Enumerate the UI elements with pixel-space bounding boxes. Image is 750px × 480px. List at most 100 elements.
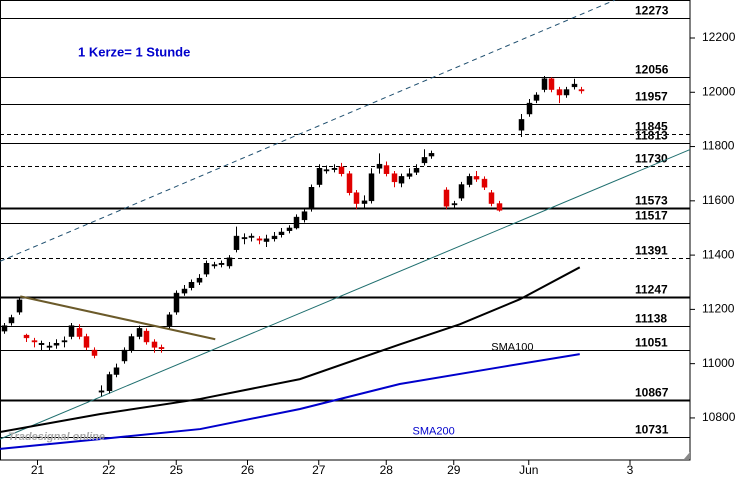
candle-body bbox=[323, 169, 330, 172]
candle-body bbox=[308, 187, 315, 210]
level-label: 11391 bbox=[635, 244, 668, 258]
candle-body bbox=[8, 317, 15, 324]
candle-body bbox=[526, 102, 533, 115]
candle-body bbox=[196, 277, 203, 283]
candle-body bbox=[188, 281, 195, 288]
logo: Tradesignal online bbox=[8, 431, 105, 443]
y-tick-label: 12000 bbox=[702, 84, 736, 98]
x-tick-label: 25 bbox=[170, 463, 184, 477]
candle-body bbox=[293, 216, 300, 229]
level-label: 11730 bbox=[635, 152, 668, 166]
sma-line bbox=[0, 266, 581, 434]
candle-body bbox=[218, 262, 225, 265]
candle-body bbox=[23, 334, 30, 339]
trendline bbox=[0, 0, 616, 262]
candle-body bbox=[271, 235, 278, 240]
candle-body bbox=[173, 292, 180, 313]
candle-body bbox=[428, 153, 435, 157]
candle-body bbox=[548, 78, 555, 90]
level-label: 12056 bbox=[635, 63, 669, 77]
y-tick-label: 10800 bbox=[702, 410, 736, 424]
candle-body bbox=[473, 176, 480, 180]
candle-body bbox=[368, 173, 375, 202]
x-tick-label: 21 bbox=[31, 463, 45, 477]
candle-body bbox=[143, 330, 150, 343]
candle-body bbox=[151, 341, 158, 348]
x-tick-label: 28 bbox=[380, 463, 394, 477]
candle-body bbox=[46, 345, 53, 348]
candle-body bbox=[233, 235, 240, 250]
axes: 10800 11000 11200 11400 11600 11800 12000 12200… bbox=[31, 30, 736, 477]
candle-body bbox=[68, 325, 75, 337]
level-label: 11573 bbox=[635, 194, 668, 208]
level-label: 10867 bbox=[635, 386, 669, 400]
candle-body bbox=[286, 227, 293, 231]
y-tick-label: 11000 bbox=[702, 356, 735, 370]
candle-body bbox=[466, 176, 473, 185]
lines: SMA100 SMA200 bbox=[0, 0, 691, 450]
level-label: 11957 bbox=[635, 90, 668, 104]
candle-body bbox=[338, 166, 345, 174]
candle-body bbox=[398, 176, 405, 184]
y-tick-label: 11600 bbox=[702, 193, 735, 207]
x-tick-label: 3 bbox=[627, 463, 634, 477]
candle-body bbox=[421, 157, 428, 164]
candle-body bbox=[61, 340, 68, 343]
y-tick-label: 11400 bbox=[702, 247, 735, 261]
candle-body bbox=[556, 89, 563, 96]
candle-body bbox=[451, 203, 458, 206]
y-tick-label: 11800 bbox=[702, 139, 735, 153]
candle-body bbox=[301, 211, 308, 221]
candle-body bbox=[481, 178, 488, 188]
candle-body bbox=[458, 184, 465, 199]
candle-body bbox=[488, 192, 495, 204]
candle-body bbox=[541, 78, 548, 90]
trendline bbox=[0, 149, 691, 440]
candle-body bbox=[181, 288, 188, 294]
sma-label: SMA200 bbox=[413, 425, 455, 437]
y-tick-label: 12200 bbox=[702, 30, 736, 44]
corner-icon bbox=[684, 452, 690, 459]
trendline bbox=[20, 295, 216, 341]
candle-body bbox=[413, 168, 420, 173]
candle-body bbox=[1, 325, 8, 332]
candle-body bbox=[278, 231, 285, 235]
candle-body bbox=[571, 83, 578, 88]
level-label: 11138 bbox=[635, 312, 667, 326]
candle-body bbox=[91, 349, 98, 356]
candle-body bbox=[31, 340, 38, 343]
candle-body bbox=[533, 94, 540, 101]
sma-line bbox=[0, 353, 580, 450]
level-label: 11517 bbox=[635, 209, 668, 223]
plot-frame bbox=[0, 0, 691, 461]
candle-body bbox=[113, 367, 120, 375]
candle-body bbox=[391, 173, 398, 183]
candle-body bbox=[256, 238, 263, 241]
candle-body bbox=[136, 328, 143, 337]
candle-body bbox=[76, 328, 83, 337]
x-tick-label: 27 bbox=[312, 463, 326, 477]
candle-body bbox=[128, 336, 135, 351]
x-tick-label: 26 bbox=[241, 463, 255, 477]
candle-body bbox=[83, 336, 90, 348]
candle-body bbox=[346, 173, 353, 193]
level-label: 11813 bbox=[635, 129, 668, 143]
candle-body bbox=[211, 264, 218, 267]
sma-label: SMA100 bbox=[491, 341, 533, 353]
candle-body bbox=[53, 343, 60, 346]
candle-body bbox=[16, 299, 23, 313]
x-tick-label: Jun bbox=[519, 463, 538, 477]
level-label: 11845 bbox=[635, 120, 668, 134]
candle-body bbox=[121, 349, 128, 362]
y-tick-label: 11200 bbox=[702, 302, 735, 316]
level-label: 11247 bbox=[635, 283, 668, 297]
candle-body bbox=[166, 314, 173, 326]
candle-body bbox=[316, 168, 323, 185]
candle-body bbox=[406, 173, 413, 177]
x-tick-label: 29 bbox=[447, 463, 461, 477]
candle-body bbox=[158, 347, 165, 349]
candle-body bbox=[496, 203, 503, 211]
candles bbox=[1, 75, 585, 397]
level-label: 12273 bbox=[635, 4, 669, 18]
